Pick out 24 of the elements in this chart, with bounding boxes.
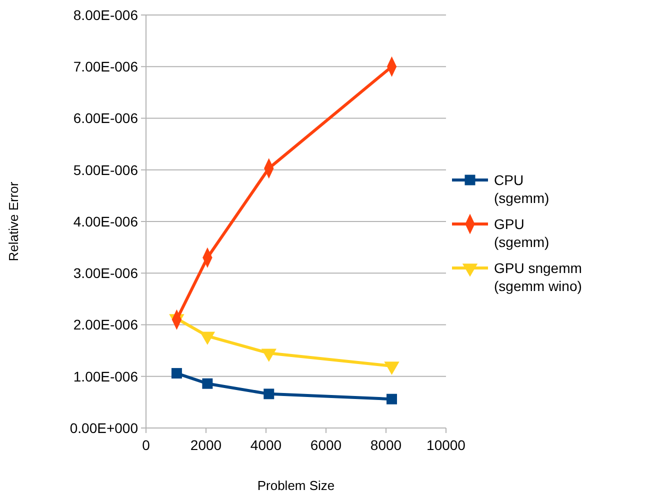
y-axis-title: Relative Error — [6, 181, 21, 262]
y-tick-label: 8.00E-006 — [73, 6, 138, 23]
x-tick-label: 2000 — [190, 437, 222, 453]
y-tick-label: 2.00E-006 — [73, 316, 138, 333]
x-tick-label: 8000 — [370, 437, 402, 453]
x-tick-label: 6000 — [310, 437, 342, 453]
y-tick-label: 1.00E-006 — [73, 368, 138, 384]
x-tick-label: 10000 — [426, 437, 466, 453]
point — [386, 394, 398, 404]
y-tick-label: 3.00E-006 — [73, 265, 138, 282]
x-tick-label: 4000 — [250, 437, 282, 453]
point — [264, 388, 274, 400]
point — [171, 368, 182, 379]
x-tick-label: 0 — [142, 437, 150, 453]
y-tick-label: 5.00E-006 — [73, 162, 138, 178]
legend-label: GPU (sgemm) — [494, 216, 550, 250]
legend-label: GPU sngemm (sgemm wino) — [494, 260, 582, 294]
y-tick-label: 6.00E-006 — [73, 110, 138, 126]
y-tick-label: 4.00E-006 — [73, 213, 138, 230]
y-tick-label: 0.00E+000 — [70, 420, 138, 436]
legend-label: CPU (sgemm) — [494, 172, 550, 206]
y-tick-label: 7.00E-006 — [73, 58, 138, 75]
point — [202, 378, 213, 389]
x-axis-title: Problem Size — [257, 478, 335, 493]
